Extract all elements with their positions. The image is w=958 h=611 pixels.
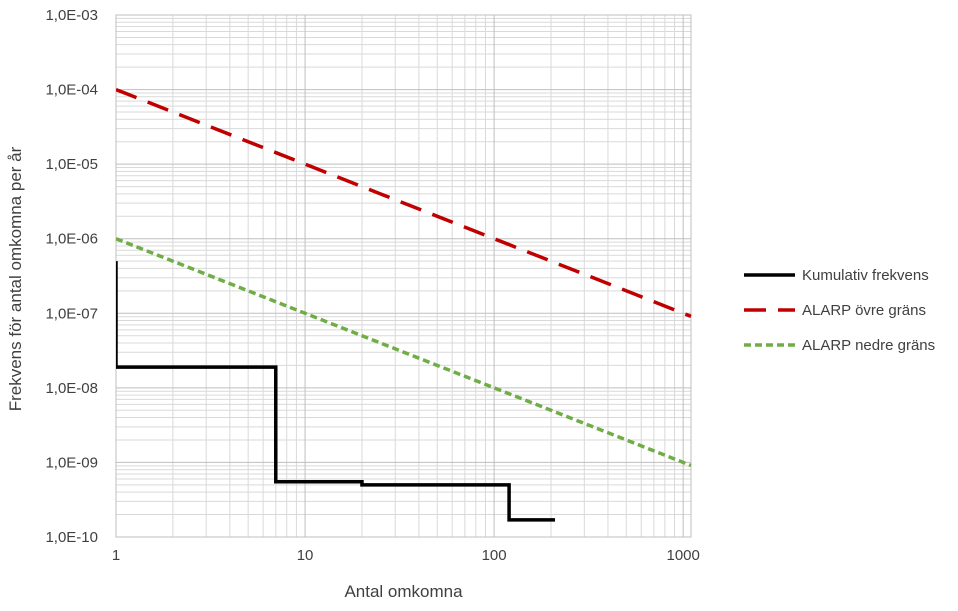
y-tick-label: 1,0E-09 xyxy=(45,454,98,471)
minor-gridlines-y xyxy=(116,17,691,516)
y-tick-label: 1,0E-10 xyxy=(45,529,98,546)
x-tick-label: 100 xyxy=(482,547,507,564)
y-tick-labels: 1,0E-10 1,0E-09 1,0E-08 1,0E-07 1,0E-06 1,0E-… xyxy=(45,7,98,546)
x-tick-label: 1 xyxy=(112,547,120,564)
y-tick-label: 1,0E-07 xyxy=(45,305,98,322)
x-tick-label: 1000 xyxy=(666,547,699,564)
legend-item-3: ALARP nedre gräns xyxy=(744,337,935,354)
y-tick-label: 1,0E-06 xyxy=(45,231,98,248)
legend-item-2: ALARP övre gräns xyxy=(744,302,926,319)
series-layer xyxy=(116,87,692,522)
legend-label: Kumulativ frekvens xyxy=(802,267,929,284)
legend-label: ALARP nedre gräns xyxy=(802,337,935,354)
minor-gridlines-x xyxy=(172,15,676,537)
series-line-2 xyxy=(116,87,692,318)
y-tick-label: 1,0E-08 xyxy=(45,380,98,397)
y-tick-label: 1,0E-03 xyxy=(45,7,98,24)
legend-item-1: Kumulativ frekvens xyxy=(744,267,929,284)
series-line-3 xyxy=(116,237,692,468)
y-axis-title: Frekvens för antal omkomna per år xyxy=(6,146,25,411)
legend-label: ALARP övre gräns xyxy=(802,302,926,319)
x-tick-labels: 1 10 100 1000 xyxy=(112,547,700,564)
y-tick-label: 1,0E-04 xyxy=(45,82,98,99)
series-line-1 xyxy=(116,261,556,522)
x-tick-label: 10 xyxy=(297,547,314,564)
legend: Kumulativ frekvens ALARP övre gräns ALARP … xyxy=(744,267,935,354)
x-axis-title: Antal omkomna xyxy=(344,582,463,601)
y-tick-label: 1,0E-05 xyxy=(45,156,98,173)
